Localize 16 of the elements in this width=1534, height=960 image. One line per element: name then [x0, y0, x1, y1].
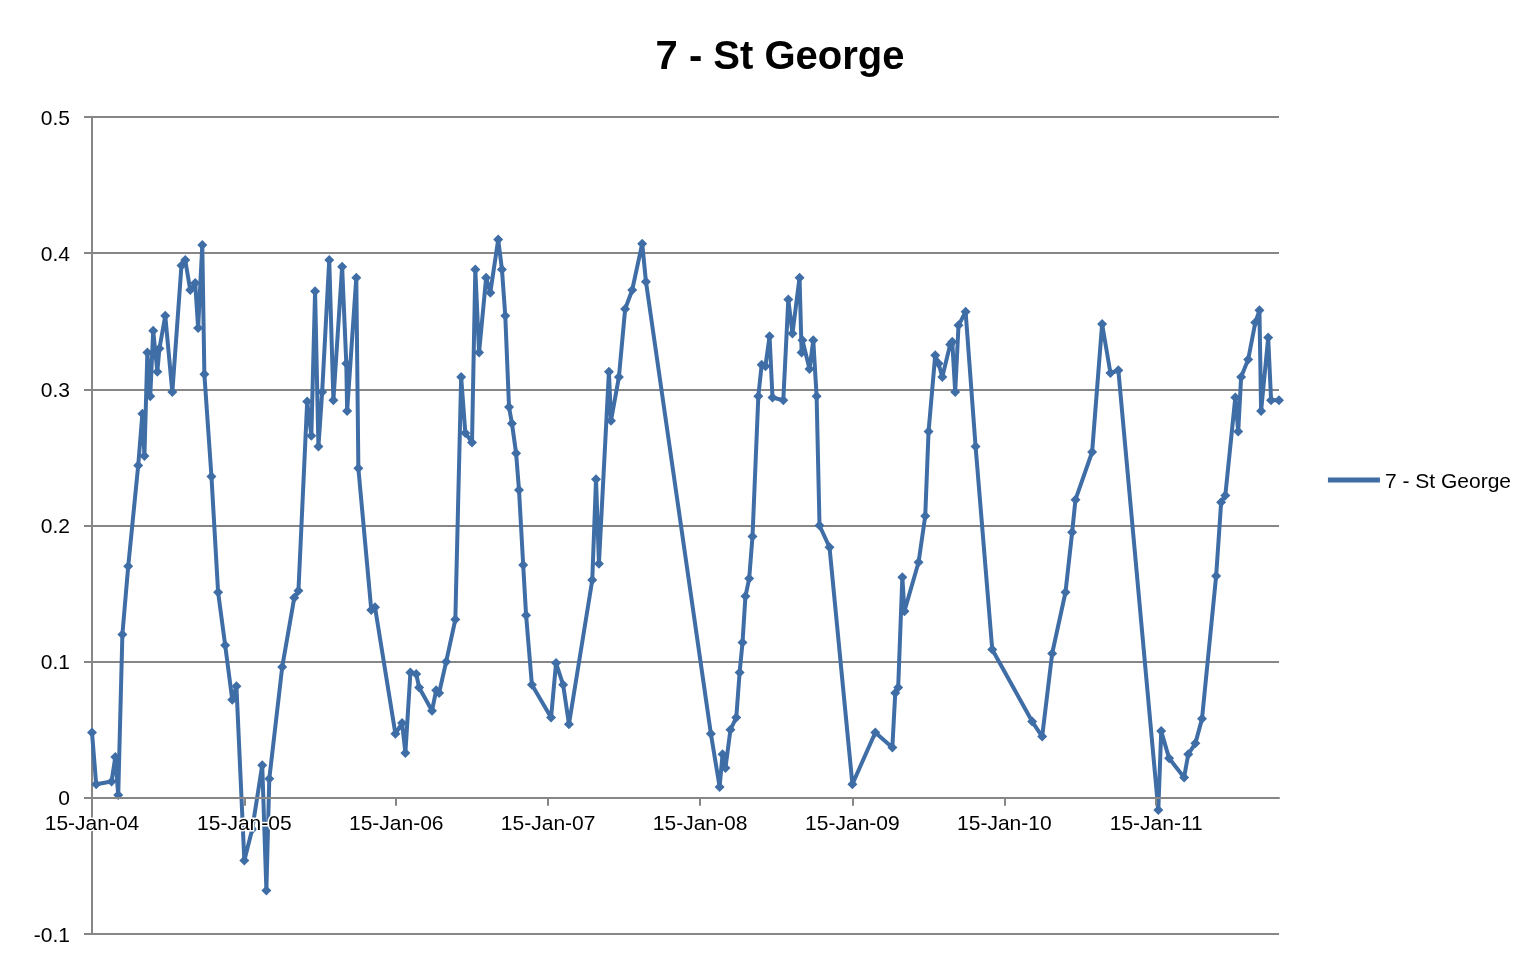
y-tick-label: 0.5	[40, 105, 70, 129]
y-tick-label: 0.1	[40, 650, 70, 674]
y-tick-label: 0.4	[40, 241, 71, 265]
x-tick-label: 15-Jan-10	[957, 810, 1052, 834]
chart-title: 7 - St George	[655, 33, 905, 77]
legend-label: 7 - St George	[1384, 468, 1511, 492]
x-tick-label: 15-Jan-08	[652, 810, 748, 834]
x-tick-label: 15-Jan-04	[44, 810, 140, 834]
y-tick-label: -0.1	[33, 922, 70, 946]
x-tick-label: 15-Jan-11	[1109, 810, 1203, 834]
x-tick-label: 15-Jan-07	[500, 810, 596, 834]
y-tick-label: 0.2	[40, 514, 70, 537]
x-tick-label: 15-Jan-09	[805, 810, 900, 834]
y-tick-label: 0.3	[40, 377, 70, 401]
y-tick-label: 0	[58, 786, 70, 810]
x-tick-label: 15-Jan-06	[348, 810, 444, 834]
